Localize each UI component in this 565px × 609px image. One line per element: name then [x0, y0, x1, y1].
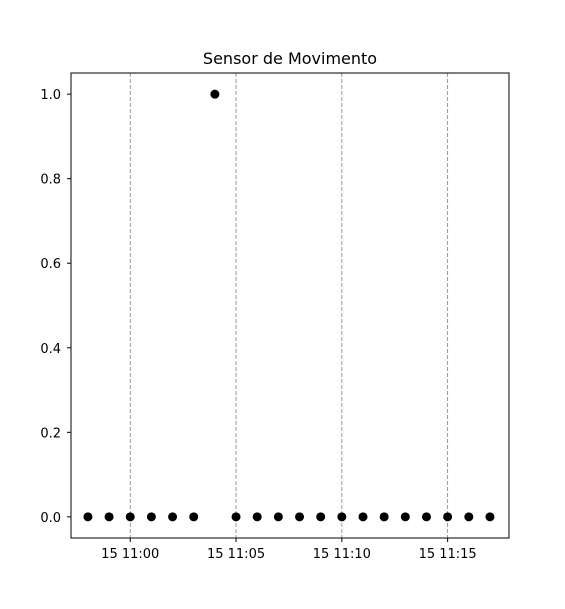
y-tick-label: 1.0 [40, 88, 61, 103]
y-tick-label: 0.6 [40, 257, 61, 272]
y-tick-label: 0.0 [40, 511, 61, 526]
data-point [295, 512, 305, 522]
data-point [379, 512, 389, 522]
data-point [443, 512, 453, 522]
data-point [125, 512, 135, 522]
data-point [400, 512, 410, 522]
plot-area [71, 73, 509, 538]
data-point [168, 512, 178, 522]
marks-layer [83, 89, 495, 522]
x-tick-label: 15 11:10 [313, 547, 371, 562]
data-point [421, 512, 431, 522]
y-tick-label: 0.8 [40, 173, 61, 188]
data-point [358, 512, 368, 522]
x-tick-label: 15 11:05 [207, 547, 265, 562]
y-tick-label: 0.4 [40, 342, 61, 357]
data-point [337, 512, 347, 522]
grid-layer [129, 73, 449, 538]
data-point [146, 512, 156, 522]
data-point [231, 512, 241, 522]
data-point [210, 89, 220, 99]
data-point [316, 512, 326, 522]
data-point [252, 512, 262, 522]
x-tick-label: 15 11:15 [419, 547, 477, 562]
axis-layer: 15 11:00 15 11:05 15 11:10 15 11:15 0.0 0.2 0.… [40, 88, 476, 562]
y-tick-label: 0.2 [40, 426, 61, 441]
data-point [273, 512, 283, 522]
chart-title: Sensor de Movimento [203, 49, 377, 68]
data-point [464, 512, 474, 522]
data-point [83, 512, 93, 522]
data-point [104, 512, 114, 522]
data-point [189, 512, 199, 522]
plot-frame [70, 72, 510, 539]
data-point [485, 512, 495, 522]
x-tick-label: 15 11:00 [101, 547, 159, 562]
